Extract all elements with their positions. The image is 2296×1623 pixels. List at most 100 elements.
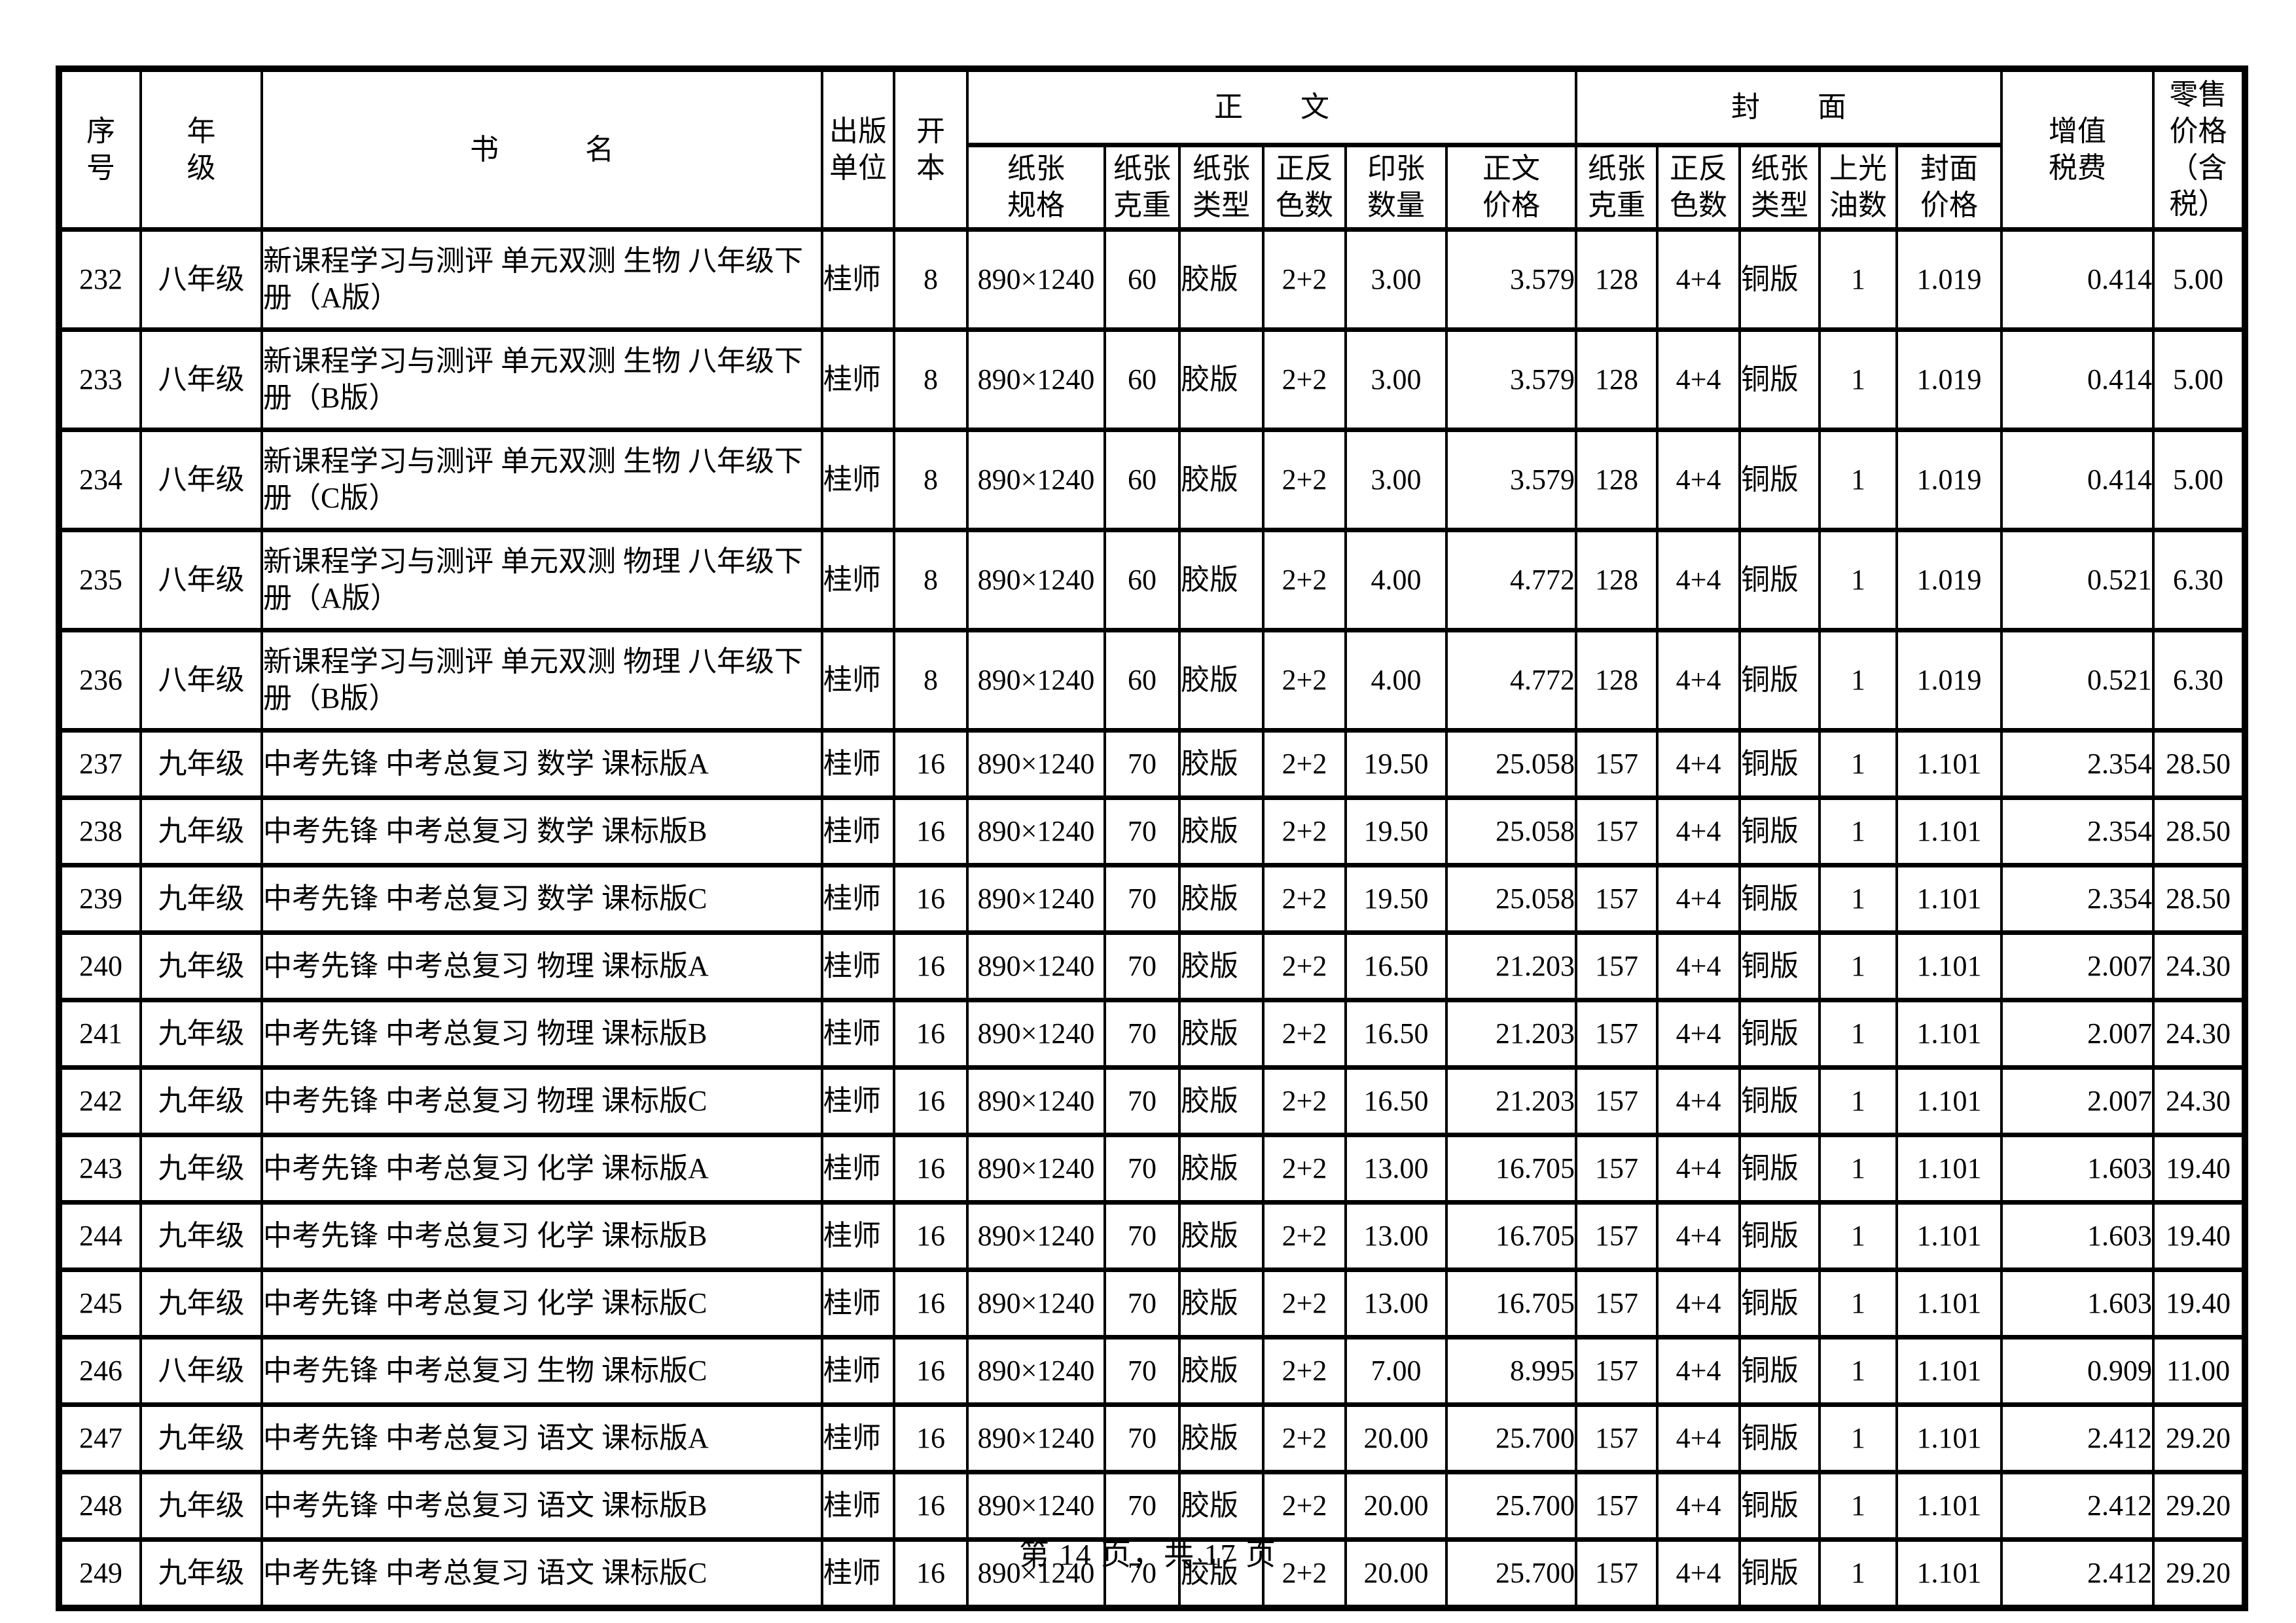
cell-format: 16 bbox=[893, 1402, 969, 1474]
cell-cover-price: 1.101 bbox=[1895, 1267, 2003, 1340]
cell-publisher: 桂师 bbox=[821, 227, 895, 332]
cell-publisher: 桂师 bbox=[821, 1537, 895, 1611]
sub-header-body-color-count: 正反 色数 bbox=[1262, 143, 1347, 232]
cell-body-color-count: 2+2 bbox=[1262, 1537, 1347, 1611]
cell-body-sheet-count: 19.50 bbox=[1344, 795, 1448, 867]
cell-grade: 八年级 bbox=[139, 227, 263, 332]
cell-body-sheet-count: 7.00 bbox=[1344, 1335, 1448, 1407]
cell-body-price: 8.995 bbox=[1445, 1335, 1577, 1407]
table-row: 233 八年级 新课程学习与测评 单元双测 生物 八年级下 册（B版） 桂师 8 890×… bbox=[58, 327, 2246, 432]
cell-body-price: 3.579 bbox=[1445, 327, 1577, 432]
cell-varnish-count: 1 bbox=[1818, 1200, 1898, 1272]
cell-serial: 233 bbox=[58, 327, 142, 432]
cell-body-paper-spec: 890×1240 bbox=[966, 728, 1106, 800]
price-table: 序 号 年 级 书 名 出版 单位 开 本 正 文 封 面 增值 税费 零售 价… bbox=[56, 65, 2248, 1611]
cell-cover-price: 1.101 bbox=[1895, 998, 2003, 1070]
cell-body-paper-weight: 70 bbox=[1103, 863, 1181, 935]
cell-grade: 八年级 bbox=[139, 1335, 263, 1407]
cell-cover-paper-type: 铜版 bbox=[1738, 227, 1821, 332]
cell-cover-paper-weight: 157 bbox=[1575, 795, 1659, 867]
cell-book-name: 新课程学习与测评 单元双测 物理 八年级下 册（A版） bbox=[260, 528, 823, 632]
cell-cover-color-count: 4+4 bbox=[1656, 1267, 1741, 1340]
cell-cover-color-count: 4+4 bbox=[1656, 1335, 1741, 1407]
cell-body-paper-weight: 70 bbox=[1103, 1267, 1181, 1340]
cell-body-sheet-count: 4.00 bbox=[1344, 628, 1448, 733]
cell-body-paper-weight: 60 bbox=[1103, 428, 1181, 532]
cell-cover-paper-weight: 157 bbox=[1575, 1402, 1659, 1474]
cell-body-sheet-count: 20.00 bbox=[1344, 1537, 1448, 1611]
cell-publisher: 桂师 bbox=[821, 1200, 895, 1272]
cell-serial: 249 bbox=[58, 1537, 142, 1611]
cell-format: 16 bbox=[893, 1537, 969, 1611]
cell-grade: 九年级 bbox=[139, 863, 263, 935]
cell-body-paper-type: 胶版 bbox=[1178, 528, 1265, 632]
cell-body-paper-spec: 890×1240 bbox=[966, 998, 1106, 1070]
cell-cover-price: 1.101 bbox=[1895, 1537, 2003, 1611]
table-row: 245 九年级 中考先锋 中考总复习 化学 课标版C 桂师 16 890×1240 70 胶版… bbox=[58, 1267, 2246, 1340]
cell-body-color-count: 2+2 bbox=[1262, 1267, 1347, 1340]
cell-cover-paper-weight: 157 bbox=[1575, 1537, 1659, 1611]
cell-serial: 237 bbox=[58, 728, 142, 800]
cell-book-name: 中考先锋 中考总复习 生物 课标版C bbox=[260, 1335, 823, 1407]
cell-body-paper-spec: 890×1240 bbox=[966, 1537, 1106, 1611]
cell-book-name: 中考先锋 中考总复习 物理 课标版C bbox=[260, 1065, 823, 1137]
cell-serial: 236 bbox=[58, 628, 142, 733]
cell-grade: 九年级 bbox=[139, 795, 263, 867]
sub-header-cover-paper-type: 纸张 类型 bbox=[1738, 143, 1821, 232]
sub-header-body-paper-type: 纸张 类型 bbox=[1178, 143, 1265, 232]
cell-cover-paper-type: 铜版 bbox=[1738, 863, 1821, 935]
cell-cover-color-count: 4+4 bbox=[1656, 930, 1741, 1002]
cell-cover-paper-type: 铜版 bbox=[1738, 998, 1821, 1070]
cell-varnish-count: 1 bbox=[1818, 1537, 1898, 1611]
cell-cover-price: 1.101 bbox=[1895, 863, 2003, 935]
header-row-subcolumns: 纸张 规格 纸张 克重 纸张 类型 正反 色数 印张 数量 正文 价格 纸张 克… bbox=[59, 143, 2245, 232]
cell-body-paper-spec: 890×1240 bbox=[966, 795, 1106, 867]
cell-book-name: 中考先锋 中考总复习 语文 课标版B bbox=[260, 1470, 823, 1542]
cell-cover-paper-type: 铜版 bbox=[1738, 795, 1821, 867]
cell-body-color-count: 2+2 bbox=[1262, 1065, 1347, 1137]
cell-body-paper-spec: 890×1240 bbox=[966, 428, 1106, 532]
cell-body-paper-spec: 890×1240 bbox=[966, 327, 1106, 432]
cell-vat: 2.412 bbox=[2000, 1537, 2155, 1611]
cell-format: 16 bbox=[893, 1065, 969, 1137]
cell-body-sheet-count: 16.50 bbox=[1344, 998, 1448, 1070]
cell-body-color-count: 2+2 bbox=[1262, 628, 1347, 733]
cell-cover-paper-weight: 157 bbox=[1575, 1267, 1659, 1340]
cell-book-name: 中考先锋 中考总复习 数学 课标版A bbox=[260, 728, 823, 800]
cell-cover-paper-type: 铜版 bbox=[1738, 1200, 1821, 1272]
cell-cover-paper-type: 铜版 bbox=[1738, 628, 1821, 733]
cell-body-paper-weight: 70 bbox=[1103, 998, 1181, 1070]
cell-body-paper-type: 胶版 bbox=[1178, 1402, 1265, 1474]
cell-book-name: 中考先锋 中考总复习 化学 课标版C bbox=[260, 1267, 823, 1340]
cell-body-sheet-count: 20.00 bbox=[1344, 1470, 1448, 1542]
cell-book-name: 中考先锋 中考总复习 化学 课标版B bbox=[260, 1200, 823, 1272]
cell-format: 8 bbox=[893, 327, 969, 432]
cell-cover-paper-type: 铜版 bbox=[1738, 1537, 1821, 1611]
cell-body-price: 4.772 bbox=[1445, 528, 1577, 632]
cell-format: 8 bbox=[893, 227, 969, 332]
cell-varnish-count: 1 bbox=[1818, 428, 1898, 532]
sub-header-cover-color-count: 正反 色数 bbox=[1656, 143, 1741, 232]
cell-body-sheet-count: 13.00 bbox=[1344, 1267, 1448, 1340]
cell-grade: 九年级 bbox=[139, 1470, 263, 1542]
cell-varnish-count: 1 bbox=[1818, 1065, 1898, 1137]
cell-serial: 240 bbox=[58, 930, 142, 1002]
sub-header-cover-price: 封面 价格 bbox=[1895, 143, 2003, 232]
cell-body-paper-weight: 60 bbox=[1103, 528, 1181, 632]
cell-body-paper-weight: 70 bbox=[1103, 795, 1181, 867]
cell-format: 8 bbox=[893, 628, 969, 733]
cell-cover-paper-weight: 157 bbox=[1575, 1200, 1659, 1272]
cell-vat: 2.354 bbox=[2000, 863, 2155, 935]
cell-retail-price: 29.20 bbox=[2152, 1470, 2246, 1542]
cell-cover-price: 1.101 bbox=[1895, 1065, 2003, 1137]
cell-cover-color-count: 4+4 bbox=[1656, 1133, 1741, 1205]
cell-body-paper-spec: 890×1240 bbox=[966, 863, 1106, 935]
cell-body-color-count: 2+2 bbox=[1262, 795, 1347, 867]
sub-header-body-price: 正文 价格 bbox=[1445, 143, 1577, 232]
cell-serial: 246 bbox=[58, 1335, 142, 1407]
group-header-body-text: 正 文 bbox=[966, 66, 1577, 147]
cell-body-price: 4.772 bbox=[1445, 628, 1577, 733]
table-row: 242 九年级 中考先锋 中考总复习 物理 课标版C 桂师 16 890×1240 70 胶版… bbox=[58, 1065, 2246, 1137]
cell-body-sheet-count: 20.00 bbox=[1344, 1402, 1448, 1474]
